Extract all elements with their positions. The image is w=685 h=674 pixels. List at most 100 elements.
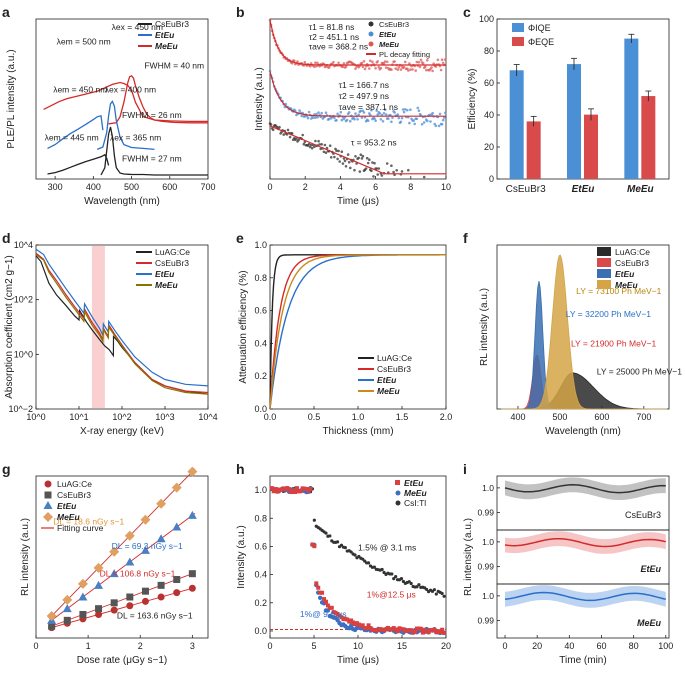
b-legend-swatch-2 [368, 41, 374, 47]
b-data-point [320, 111, 324, 115]
f-xtick-label: 500 [552, 412, 567, 422]
d-xtick-label: 10^0 [26, 412, 45, 422]
b-data-point [301, 133, 305, 137]
b-data-point [438, 112, 442, 116]
c-bar-2-1 [641, 96, 656, 179]
h-data-point [271, 489, 276, 494]
g-plot-frame [35, 475, 209, 639]
b-data-point [359, 153, 363, 156]
f-annotation-0: LY = 73100 Ph MeV−1 [576, 286, 661, 296]
g-annotation-2: DL = 106.8 nGy s−1 [100, 568, 176, 578]
b-data-point [302, 64, 306, 67]
a-annotation-6: λem = 445 nm [45, 133, 99, 143]
b-data-point [358, 170, 362, 173]
f-annotation-3: LY = 25000 Ph MeV−1 [597, 367, 682, 377]
b-data-point [409, 68, 412, 71]
b-data-point [420, 122, 424, 126]
b-data-point [359, 109, 363, 113]
e-series-line-3 [269, 254, 446, 410]
g-data-point [187, 510, 197, 519]
f-legend-swatch-1 [597, 258, 611, 267]
e-legend-label-0: LuAG:Ce [377, 353, 412, 363]
f-xtick-label: 700 [636, 412, 651, 422]
h-data-point [322, 597, 327, 602]
b-data-point [360, 116, 364, 119]
g-data-point [79, 611, 87, 619]
b-data-point [354, 155, 357, 158]
b-data-point [368, 158, 371, 161]
i-ytick-label: 0.99 [477, 562, 494, 572]
e-ytick-label: 0.8 [254, 273, 267, 283]
b-data-point [353, 117, 356, 121]
b-data-point [379, 118, 383, 121]
b-data-point [271, 128, 275, 132]
b-data-point [391, 116, 394, 120]
b-data-point [441, 61, 445, 65]
g-annotation-1: DL = 69.3 nGy s−1 [112, 541, 183, 551]
h-data-point [339, 543, 344, 547]
b-legend-swatch-0 [368, 21, 374, 27]
h-data-point [312, 544, 317, 549]
b-annotation-1: τ2 = 451.1 ns [309, 32, 359, 42]
a-series-line-5 [100, 126, 208, 176]
h-data-point [335, 540, 340, 544]
b-data-point [397, 116, 401, 120]
b-data-point [387, 171, 390, 174]
h-data-point [324, 531, 328, 535]
b-data-point [314, 116, 317, 119]
h-data-point [349, 618, 354, 623]
b-data-point [384, 113, 388, 116]
b-data-point [370, 169, 373, 173]
e-xtick-label: 1.0 [352, 412, 365, 422]
b-data-point [415, 60, 419, 64]
b-data-point [397, 66, 401, 69]
b-data-point [325, 146, 329, 150]
b-fit-line-0 [269, 20, 446, 66]
g-legend-swatch-2 [43, 501, 53, 509]
b-data-point [340, 150, 344, 153]
b-data-point [401, 108, 405, 111]
h-xtick-label: 20 [441, 641, 451, 651]
h-data-point [380, 567, 384, 572]
a-legend-label-2: MeEu [155, 41, 178, 51]
c-category-label-2: MeEu [627, 184, 654, 195]
panel-f: f 400 500 600 700 Wavelength (nm) RL intensity… [463, 230, 682, 437]
b-legend-label-1: EtEu [379, 30, 397, 39]
b-data-point [375, 167, 379, 170]
b-data-point [337, 61, 340, 65]
b-data-point [328, 144, 332, 147]
b-data-point [377, 167, 381, 170]
h-data-point [395, 629, 400, 634]
b-data-point [417, 60, 421, 64]
b-data-point [297, 138, 300, 142]
b-data-point [364, 167, 368, 170]
h-xlabel: Time (μs) [337, 655, 379, 666]
b-data-point [408, 121, 411, 125]
b-data-point [412, 119, 415, 122]
b-data-point [347, 160, 351, 164]
c-bar-2-0 [624, 38, 639, 179]
h-data-point [292, 489, 297, 494]
h-data-point [418, 626, 423, 631]
b-data-point [416, 106, 420, 110]
b-data-point [314, 61, 317, 64]
a-annotation-0: λex = 450 nm [112, 22, 163, 32]
b-data-point [375, 109, 379, 112]
i-xtick-label: 80 [629, 641, 639, 651]
g-fit-line-2 [48, 513, 196, 623]
b-data-point [343, 159, 347, 163]
d-series-line-1 [35, 252, 209, 394]
b-annotation-3: τ1 = 166.7 ns [339, 80, 389, 90]
b-data-point [372, 175, 375, 178]
a-series-line-3 [96, 100, 155, 151]
b-data-point [302, 142, 306, 146]
h-data-point [426, 630, 431, 635]
a-plot-frame [35, 18, 209, 180]
b-data-point [356, 118, 359, 121]
h-data-point [409, 628, 414, 633]
b-data-point [370, 108, 373, 112]
g-data-point [173, 589, 181, 597]
g-data-point [110, 606, 118, 614]
g-annotation-3: DL = 163.6 nGy s−1 [117, 611, 193, 621]
